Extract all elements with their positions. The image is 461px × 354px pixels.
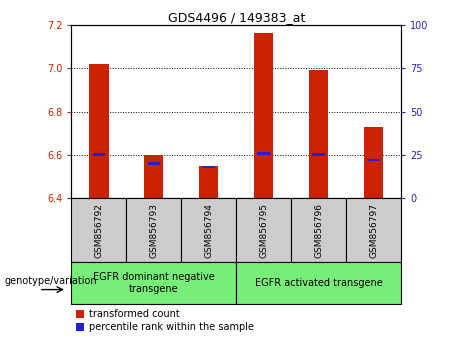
Bar [199,166,219,198]
Bar [89,64,108,198]
Bar [126,198,181,262]
Bar [71,198,126,262]
Bar [202,166,215,169]
Bar [93,154,105,156]
Bar [346,198,401,262]
Title: GDS4496 / 149383_at: GDS4496 / 149383_at [168,11,305,24]
Text: GSM856793: GSM856793 [149,202,159,258]
Bar [364,127,383,198]
Bar [313,154,325,156]
Bar [258,152,270,155]
Text: EGFR activated transgene: EGFR activated transgene [255,278,383,288]
Bar [291,198,346,262]
Text: GSM856797: GSM856797 [369,202,378,258]
Text: GSM856794: GSM856794 [204,202,213,258]
Text: GSM856796: GSM856796 [314,202,323,258]
Text: EGFR dominant negative
transgene: EGFR dominant negative transgene [93,272,215,294]
Text: GSM856792: GSM856792 [95,202,103,258]
Bar [236,262,401,304]
Bar [367,159,380,161]
Bar [309,70,328,198]
Legend: transformed count, percentile rank within the sample: transformed count, percentile rank withi… [77,309,254,332]
Bar [181,198,236,262]
Bar [144,155,164,198]
Bar [254,33,273,198]
Text: genotype/variation: genotype/variation [5,276,97,286]
Bar [236,198,291,262]
Text: GSM856795: GSM856795 [259,202,268,258]
Bar [148,162,160,165]
Bar [71,262,236,304]
